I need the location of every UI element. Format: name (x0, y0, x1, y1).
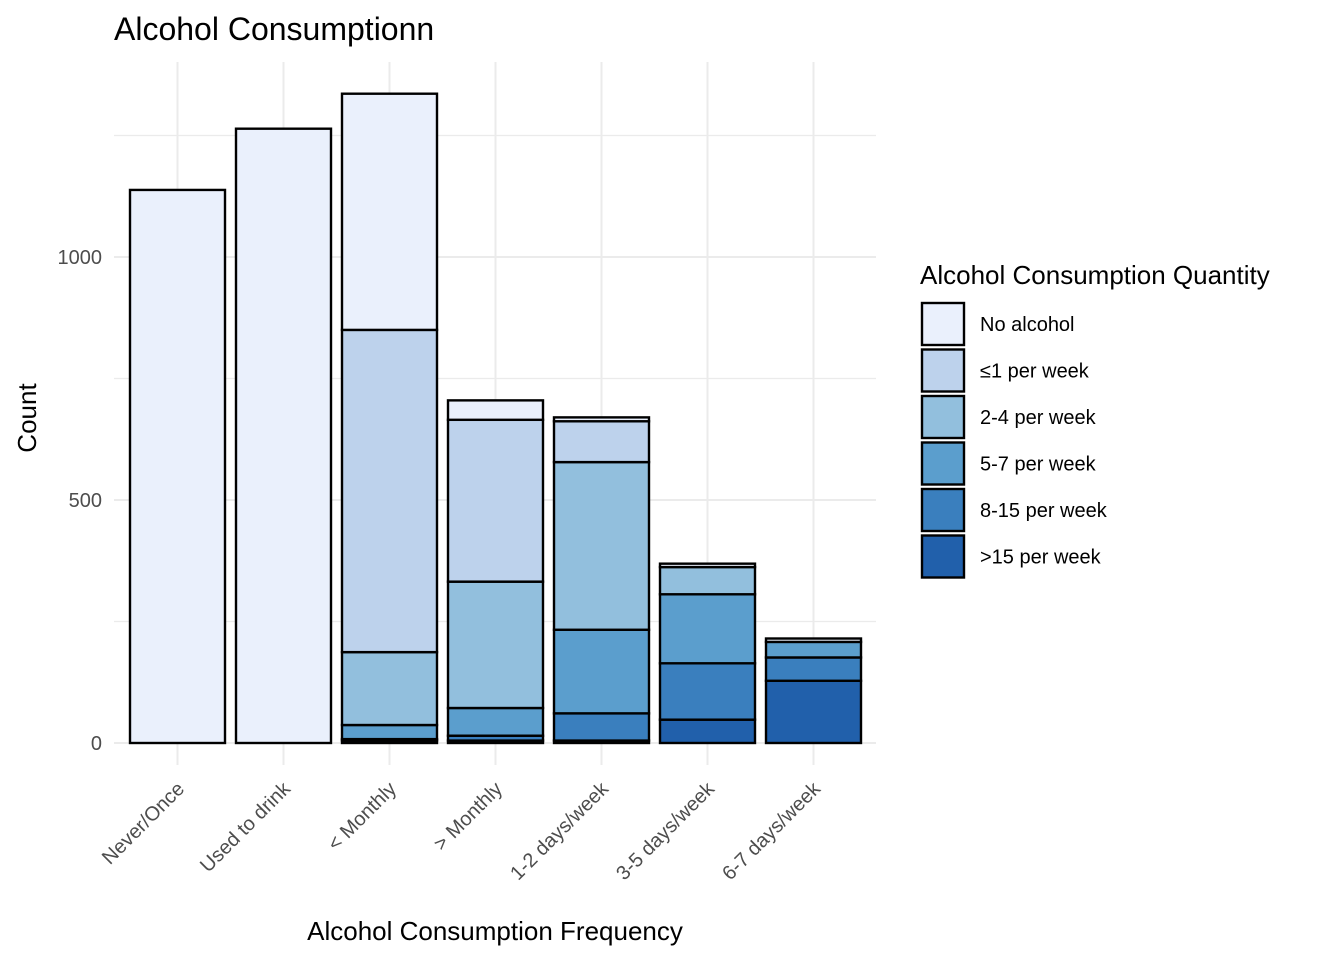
bar-segment (234, 127, 333, 745)
y-axis-ticks: 0 500 1000 (58, 247, 103, 755)
legend-swatch (920, 394, 966, 440)
legend-label: 8-15 per week (980, 500, 1108, 522)
bar-segment (340, 328, 439, 654)
bar-segment (658, 565, 757, 596)
y-tick-label: 0 (91, 733, 102, 755)
legend-item: 2-4 per week (920, 394, 1097, 440)
y-tick-label: 500 (69, 490, 102, 512)
x-axis-ticks: Never/Once Used to drink < Monthly > Monthl… (98, 777, 826, 884)
legend-label: ≤1 per week (980, 361, 1090, 383)
x-tick-label: > Monthly (430, 778, 507, 855)
legend-swatch (920, 487, 966, 533)
x-tick-label: Never/Once (98, 778, 189, 869)
bar-segment (552, 416, 651, 423)
bar-stack (128, 188, 227, 745)
bar-segment (552, 628, 651, 715)
bar-segment (128, 188, 227, 745)
bar-segment (340, 723, 439, 741)
x-tick-label: 1-2 days/week (506, 777, 613, 884)
x-tick-label: 3-5 days/week (612, 777, 719, 884)
bar-segment (552, 712, 651, 742)
x-tick-label: Used to drink (196, 777, 296, 877)
bars (128, 92, 863, 745)
legend-items: No alcohol ≤1 per week 2-4 per week 5-7 per… (920, 301, 1108, 579)
bar-stack (234, 127, 333, 745)
x-tick-label: < Monthly (324, 778, 401, 855)
bar-segment (658, 662, 757, 721)
legend-label: 2-4 per week (980, 407, 1097, 429)
legend-item: ≤1 per week (920, 348, 1090, 393)
bar-stack (658, 562, 757, 745)
bar-segment (340, 650, 439, 727)
bar-segment (658, 562, 757, 569)
legend-item: >15 per week (920, 534, 1102, 579)
x-tick-label: 6-7 days/week (718, 777, 825, 884)
bar-segment (340, 92, 439, 332)
bar-stack (340, 92, 439, 745)
legend-item: 5-7 per week (920, 441, 1097, 486)
legend-swatch (920, 301, 966, 347)
legend-item: 8-15 per week (920, 487, 1108, 533)
legend-label: No alcohol (980, 314, 1075, 336)
bar-segment (764, 637, 863, 644)
legend: Alcohol Consumption Quantity No alcohol ≤… (920, 260, 1270, 579)
bar-segment (446, 399, 545, 422)
bar-segment (764, 679, 863, 745)
bar-segment (446, 418, 545, 583)
y-axis-title: Count (12, 383, 42, 453)
legend-item: No alcohol (920, 301, 1075, 347)
bar-stack (764, 637, 863, 745)
x-axis-title: Alcohol Consumption Frequency (307, 916, 683, 946)
bar-segment (552, 420, 651, 464)
bar-segment (446, 580, 545, 710)
bar-segment (658, 593, 757, 665)
bar-segment (764, 656, 863, 682)
bar-segment (552, 460, 651, 631)
legend-label: >15 per week (980, 547, 1102, 569)
legend-title: Alcohol Consumption Quantity (920, 260, 1270, 290)
legend-swatch (920, 348, 966, 393)
bar-segment (764, 640, 863, 659)
legend-label: 5-7 per week (980, 454, 1097, 476)
bar-stack (446, 399, 545, 745)
legend-swatch (920, 534, 966, 579)
bar-segment (658, 718, 757, 745)
legend-swatch (920, 441, 966, 486)
bar-stack (552, 416, 651, 745)
bar-segment (446, 706, 545, 737)
y-tick-label: 1000 (58, 247, 103, 269)
chart-title: Alcohol Consumptionn (114, 11, 434, 47)
